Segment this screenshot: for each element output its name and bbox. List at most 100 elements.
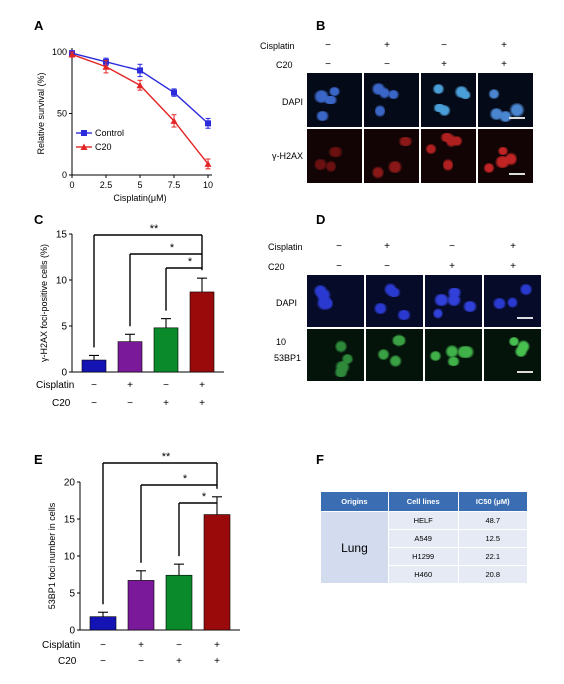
c20-sign-2: − (384, 59, 390, 70)
bar (89, 616, 117, 631)
c20-sign: − (100, 656, 106, 667)
origin-cell: Lung (320, 511, 389, 584)
data-point (171, 89, 177, 96)
nucleus (446, 294, 463, 306)
nucleus (372, 302, 388, 314)
cisplatin-sign-2: + (384, 241, 390, 252)
nucleus (314, 111, 330, 121)
micrograph-tile (484, 329, 541, 381)
nucleus (322, 297, 334, 311)
c20-sign-2: − (384, 261, 390, 272)
significance-marker: ** (150, 224, 159, 235)
nucleus (374, 104, 386, 118)
scale-bar (517, 371, 533, 373)
gamma-h2ax-bar-chart: 0 5 10 15 γ-H2AX foci-positive cells (%) − − + −… (36, 224, 224, 409)
y-tick-label: 5 (61, 322, 67, 333)
cisplatin-row-label: Cisplatin (260, 41, 295, 51)
ic50-header: IC50 (μM) (457, 491, 528, 512)
cisplatin-sign: − (91, 380, 97, 391)
y-tick-label: 10 (56, 276, 68, 287)
nucleus (519, 284, 533, 295)
y-axis-label: Relative survival (%) (36, 72, 46, 154)
dapi-label: DAPI (276, 298, 298, 308)
panel-label-c: C (34, 212, 44, 227)
nucleus (461, 301, 478, 312)
nucleus (446, 356, 461, 366)
foci-count-label: 10 (276, 337, 287, 347)
y-tick-label: 15 (64, 515, 76, 526)
micrograph-tile (307, 329, 364, 381)
nucleus (496, 146, 510, 156)
survival-line-chart: 0 50 100 0 2.5 5 7.5 10 Cisplatin(μM) Relative su… (36, 47, 213, 203)
nucleus (445, 288, 463, 297)
nucleus (508, 103, 526, 117)
micrograph-tile (364, 129, 419, 183)
table-row: H460 20.8 (321, 565, 528, 584)
c20-sign: + (199, 398, 205, 409)
y-axis-label: 53BP1 foci number in cells (47, 502, 57, 609)
x-tick-label: 5 (137, 180, 142, 190)
panel-label-d: D (316, 212, 326, 227)
scale-bar (509, 173, 525, 175)
cisplatin-sign-4: + (510, 241, 516, 252)
c20-sign-1: − (325, 59, 331, 70)
legend-marker (81, 130, 87, 136)
bar (127, 580, 155, 631)
data-point (137, 67, 143, 74)
nucleus (491, 297, 507, 310)
cisplatin-row-label: Cisplatin (268, 242, 303, 252)
bar (189, 291, 215, 373)
nucleus (340, 354, 355, 364)
nucleus (327, 87, 341, 97)
significance-marker: * (188, 256, 193, 268)
micrograph-tile (307, 129, 362, 183)
significance-marker: ** (162, 452, 171, 463)
bar (165, 574, 193, 631)
nucleus (433, 294, 451, 306)
cisplatin-sign: − (100, 640, 106, 651)
c20-sign-1: − (336, 261, 342, 272)
nucleus (442, 158, 454, 172)
x-tick-label: 7.5 (168, 180, 181, 190)
c20-sign-3: + (449, 261, 455, 272)
panel-label-b: B (316, 18, 326, 33)
nucleus (497, 110, 514, 123)
nucleus (370, 82, 387, 95)
cisplatin-sign-3: − (441, 40, 447, 51)
nucleus (433, 308, 444, 319)
c20-sign-3: + (441, 59, 447, 70)
cisplatin-sign: + (138, 640, 144, 651)
nucleus (326, 147, 345, 157)
micrograph-tile (364, 73, 419, 127)
y-tick-label: 0 (62, 170, 67, 180)
nucleus (445, 344, 459, 359)
nucleus (376, 349, 390, 361)
x-tick-label: 10 (203, 180, 213, 190)
53bp1-bar-chart: 0 5 10 15 20 53BP1 foci number in cells − − + − − +… (42, 452, 240, 667)
nucleus (386, 89, 400, 100)
cisplatin-sign: − (176, 640, 182, 651)
cisplatin-row-label: Cisplatin (36, 380, 74, 391)
micrograph-tile (421, 129, 476, 183)
nucleus (387, 160, 403, 173)
significance-marker: * (170, 242, 175, 254)
nucleus (505, 152, 518, 166)
cell-line-cell: H460 (387, 565, 459, 584)
nucleus (456, 346, 473, 359)
nucleus (451, 136, 463, 146)
data-point (136, 81, 144, 89)
table-row: Lung HELF 48.7 (320, 511, 528, 584)
cell-line-cell: H1299 (387, 547, 459, 566)
c20-sign: − (91, 398, 97, 409)
significance-marker: * (183, 473, 188, 485)
y-tick-label: 5 (69, 589, 75, 600)
x-tick-label: 0 (69, 180, 74, 190)
nucleus (431, 103, 448, 113)
cisplatin-row-label: Cisplatin (42, 640, 80, 651)
c20-row-label: C20 (276, 60, 293, 70)
nucleus (372, 165, 384, 179)
cell-line-cell: HELF (387, 511, 459, 530)
data-point (205, 120, 211, 127)
y-tick-label: 20 (64, 478, 76, 489)
data-point (170, 117, 178, 124)
